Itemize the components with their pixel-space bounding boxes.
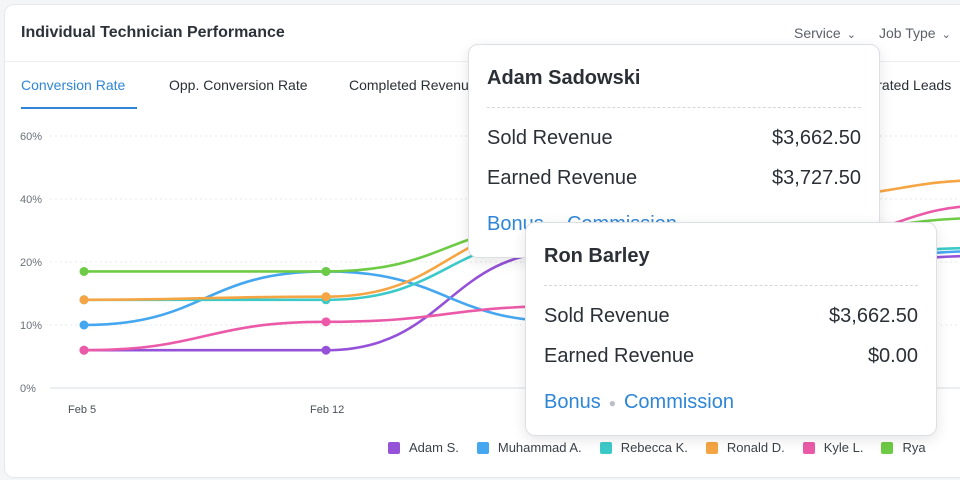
- legend-swatch: [802, 441, 815, 454]
- tooltip-divider: [487, 107, 861, 108]
- legend-label: Muhammad A.: [497, 440, 582, 455]
- card-title: Individual Technician Performance: [21, 24, 285, 41]
- chevron-down-icon: ⌄: [941, 29, 951, 41]
- data-point[interactable]: [79, 345, 89, 355]
- job-type-filter[interactable]: Job Type ⌄: [879, 25, 951, 41]
- earned-revenue-value: $3,727.50: [772, 167, 861, 189]
- x-tick-label: Feb 12: [310, 404, 344, 416]
- tab-opp-conversion-rate[interactable]: Opp. Conversion Rate: [169, 77, 308, 93]
- active-tab-indicator: [21, 107, 137, 109]
- legend-label: Rebecca K.: [620, 440, 688, 455]
- legend-swatch: [881, 441, 894, 454]
- data-point[interactable]: [321, 317, 331, 327]
- legend-swatch: [599, 441, 612, 454]
- data-point[interactable]: [321, 345, 331, 355]
- y-tick-label: 0%: [20, 383, 36, 395]
- earned-revenue-label: Earned Revenue: [544, 345, 695, 367]
- tooltip-divider: [544, 285, 918, 286]
- legend-swatch: [388, 441, 400, 454]
- sold-revenue-label: Sold Revenue: [487, 127, 613, 149]
- legend-label: Kyle L.: [823, 440, 864, 455]
- separator-dot: ●: [608, 395, 616, 410]
- service-filter[interactable]: Service ⌄: [794, 25, 856, 41]
- x-tick-label: Feb 5: [68, 404, 96, 416]
- y-tick-label: 20%: [20, 257, 42, 269]
- tab-completed-revenue[interactable]: Completed Revenue: [349, 77, 477, 93]
- sold-revenue-row: Sold Revenue $3,662.50: [487, 127, 861, 150]
- earned-revenue-row: Earned Revenue $3,727.50: [487, 167, 861, 190]
- legend-label: Rya: [902, 440, 926, 455]
- tooltip-links: Bonus ● Commission: [544, 391, 734, 414]
- service-filter-label: Service: [794, 25, 841, 41]
- data-point[interactable]: [321, 266, 331, 276]
- sold-revenue-row: Sold Revenue $3,662.50: [544, 305, 918, 328]
- chart-legend: Adam S. Muhammad A. Rebecca K. Ronald D.…: [388, 440, 926, 455]
- tooltip-name: Ron Barley: [544, 245, 650, 267]
- earned-revenue-value: $0.00: [867, 345, 918, 367]
- commission-link[interactable]: Commission: [623, 391, 734, 413]
- legend-swatch: [476, 441, 489, 454]
- legend-label: Ronald D.: [726, 440, 785, 455]
- y-tick-label: 40%: [20, 194, 42, 206]
- sold-revenue-label: Sold Revenue: [544, 305, 670, 327]
- y-tick-label: 60%: [20, 131, 42, 143]
- job-type-filter-label: Job Type: [879, 25, 936, 41]
- earned-revenue-label: Earned Revenue: [487, 167, 638, 189]
- data-point[interactable]: [79, 320, 89, 330]
- y-tick-label: 10%: [20, 320, 42, 332]
- tab-conversion-rate[interactable]: Conversion Rate: [21, 77, 126, 93]
- data-point[interactable]: [79, 295, 89, 305]
- tooltip-name: Adam Sadowski: [487, 67, 641, 89]
- legend-swatch: [705, 441, 718, 454]
- earned-revenue-row: Earned Revenue $0.00: [544, 345, 918, 368]
- chevron-down-icon: ⌄: [846, 29, 856, 41]
- legend-label: Adam S.: [409, 440, 459, 455]
- bonus-link[interactable]: Bonus: [544, 391, 601, 413]
- sold-revenue-value: $3,662.50: [772, 127, 861, 149]
- sold-revenue-value: $3,662.50: [829, 305, 918, 327]
- data-point[interactable]: [321, 292, 331, 302]
- tooltip-ron-barley: Ron Barley Sold Revenue $3,662.50 Earned…: [525, 222, 937, 436]
- data-point[interactable]: [79, 266, 89, 276]
